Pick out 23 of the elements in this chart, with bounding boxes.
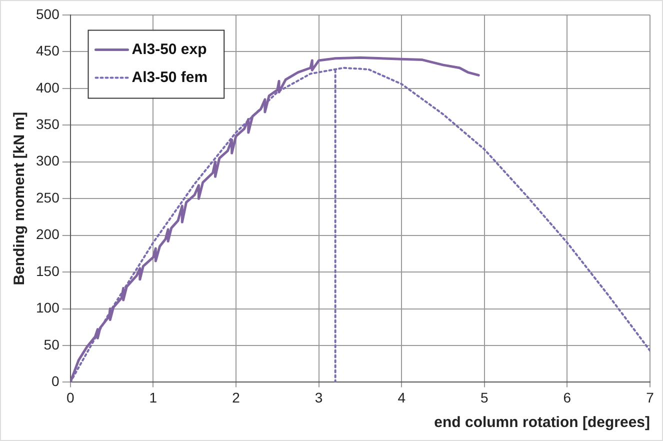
x-tick-label: 2 — [232, 389, 240, 406]
y-tick-label: 100 — [36, 300, 60, 316]
x-tick-label: 5 — [480, 389, 488, 406]
y-tick-label: 350 — [36, 116, 60, 132]
x-tick-label: 6 — [563, 389, 572, 406]
y-tick-label: 0 — [52, 373, 60, 390]
y-tick-label: 300 — [36, 152, 60, 169]
y-tick-label: 150 — [36, 262, 60, 279]
legend-label: Al3-50 exp — [132, 40, 207, 58]
y-tick-label: 250 — [36, 189, 60, 206]
x-tick-label: 7 — [646, 389, 654, 406]
x-tick-label: 3 — [314, 389, 323, 406]
y-tick-label: 450 — [36, 42, 60, 59]
y-tick-label: 50 — [44, 336, 60, 352]
x-tick-label: 4 — [398, 389, 406, 406]
x-axis-title: end column rotation [degrees] — [434, 414, 650, 432]
x-tick-label: 1 — [149, 389, 158, 406]
legend-label: Al3-50 fem — [132, 68, 208, 86]
y-tick-label: 400 — [36, 79, 60, 96]
y-axis-title: Bending moment [kN m] — [11, 112, 28, 286]
x-tick-label: 0 — [66, 389, 74, 406]
y-tick-label: 500 — [36, 6, 60, 22]
y-tick-label: 200 — [36, 226, 60, 242]
